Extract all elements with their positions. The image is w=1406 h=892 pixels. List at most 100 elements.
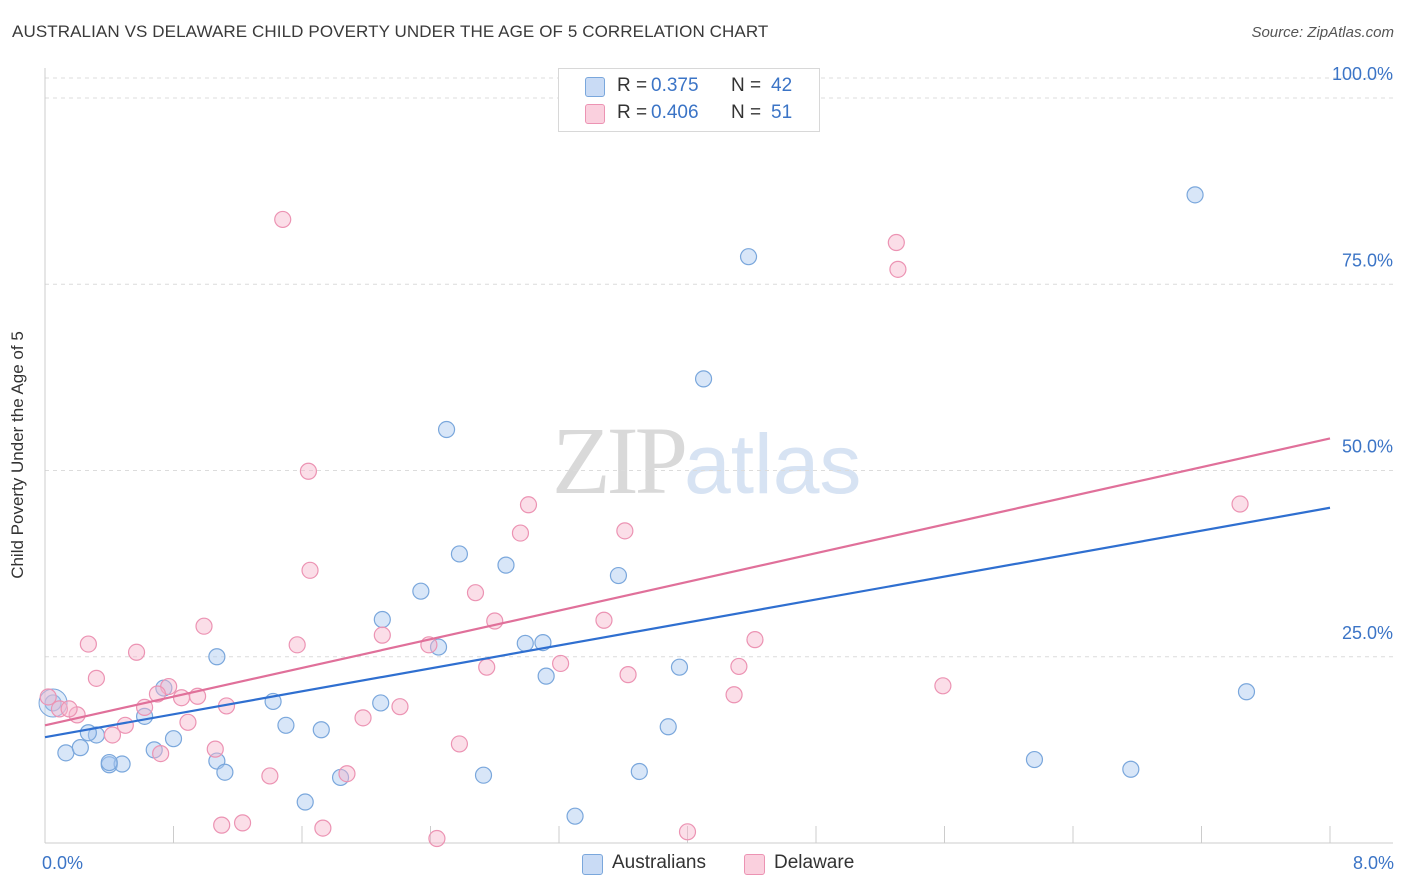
n-value: 42 xyxy=(771,75,793,96)
delaware-point xyxy=(887,233,905,252)
australians-point xyxy=(208,648,226,666)
australians-point xyxy=(164,730,183,748)
n-value: 51 xyxy=(771,102,793,123)
australians-point xyxy=(373,610,391,629)
legend-swatch-australians xyxy=(582,854,603,875)
delaware-point xyxy=(746,631,764,649)
watermark-zip: ZIP xyxy=(552,407,688,514)
delaware-point xyxy=(552,654,570,673)
trend-lines xyxy=(44,437,1331,739)
r-value: 0.406 xyxy=(651,102,699,123)
australians-point xyxy=(312,721,330,739)
delaware-point xyxy=(116,716,134,734)
delaware-trend-line xyxy=(44,437,1331,727)
australians-point xyxy=(277,716,295,734)
delaware-point xyxy=(87,669,106,687)
delaware-point xyxy=(172,689,191,707)
australians-point xyxy=(659,718,677,736)
y-tick-label: 50.0% xyxy=(1342,437,1393,457)
n-label: N = xyxy=(731,102,762,123)
delaware-point xyxy=(261,767,279,785)
delaware-point xyxy=(274,210,292,229)
n-label: N = xyxy=(731,75,762,96)
legend-swatch-australians xyxy=(585,77,605,97)
delaware-point xyxy=(195,617,213,635)
australians-point xyxy=(296,793,314,811)
australians-point xyxy=(739,248,758,266)
delaware-point xyxy=(103,726,122,744)
delaware-point xyxy=(354,709,372,727)
australians-point xyxy=(412,582,430,600)
source-label: Source: ZipAtlas.com xyxy=(1251,24,1394,41)
delaware-point xyxy=(79,635,97,653)
y-tick-label: 100.0% xyxy=(1332,64,1393,84)
delaware-point xyxy=(299,462,318,480)
australians-point xyxy=(670,658,689,676)
delaware-point xyxy=(619,666,637,684)
australians-point xyxy=(1122,760,1140,778)
delaware-point xyxy=(288,636,306,654)
legend-stats: R = 0.375 N = 42 R = 0.406 N = 51 xyxy=(558,68,820,132)
australians-point xyxy=(372,694,390,712)
australians-point xyxy=(516,634,534,652)
r-label: R = xyxy=(617,102,648,123)
delaware-point xyxy=(519,496,538,514)
legend-swatch-delaware xyxy=(744,854,765,875)
australians-point xyxy=(113,755,131,773)
delaware-points xyxy=(39,210,1249,848)
australians-point xyxy=(1237,683,1256,701)
delaware-point xyxy=(595,611,613,629)
delaware-point xyxy=(152,744,170,763)
australians-trend-line xyxy=(44,506,1331,739)
legend-series: Australians Delaware xyxy=(0,852,1406,878)
delaware-point xyxy=(466,584,485,602)
australians-point xyxy=(630,762,648,781)
delaware-point xyxy=(338,765,356,783)
watermark: ZIPatlas xyxy=(552,405,861,516)
australians-point xyxy=(79,724,97,742)
australians-point xyxy=(1186,186,1204,204)
australians-point xyxy=(566,807,584,825)
y-tick-label: 75.0% xyxy=(1342,250,1393,270)
delaware-point xyxy=(616,522,634,540)
delaware-point xyxy=(511,524,530,542)
delaware-point xyxy=(233,814,252,832)
chart-title: AUSTRALIAN VS DELAWARE CHILD POVERTY UND… xyxy=(12,22,769,41)
australians-point xyxy=(497,556,515,574)
delaware-point xyxy=(213,816,231,834)
delaware-point xyxy=(478,658,496,676)
axes xyxy=(44,68,1393,844)
delaware-point xyxy=(206,740,224,758)
x-tick-label: 8.0% xyxy=(1353,853,1394,873)
r-label: R = xyxy=(617,75,648,96)
australians-point xyxy=(71,739,89,757)
grid-lines xyxy=(45,77,1393,658)
australians-point xyxy=(694,370,713,388)
delaware-point xyxy=(934,677,952,695)
delaware-point xyxy=(391,698,409,716)
delaware-point xyxy=(127,643,146,661)
tick-labels: 25.0% 50.0% 75.0% 100.0% 0.0% 8.0% xyxy=(42,64,1394,873)
australians-points xyxy=(38,186,1256,825)
australians-point xyxy=(609,566,628,585)
x-tick-label: 0.0% xyxy=(42,853,83,873)
delaware-point xyxy=(428,829,446,848)
delaware-point xyxy=(889,260,907,278)
legend-label-australians: Australians xyxy=(612,852,706,873)
delaware-point xyxy=(60,700,78,718)
delaware-point xyxy=(730,657,748,676)
delaware-point xyxy=(450,735,469,753)
australians-point xyxy=(100,753,118,772)
australians-point xyxy=(437,420,456,439)
australians-point xyxy=(450,545,469,563)
legend-swatch-delaware xyxy=(585,104,605,124)
delaware-point xyxy=(314,819,332,837)
delaware-point xyxy=(301,561,319,579)
delaware-point xyxy=(148,685,167,703)
australians-point xyxy=(57,744,75,762)
delaware-point xyxy=(678,823,697,841)
australians-point xyxy=(537,667,555,685)
legend-label-delaware: Delaware xyxy=(774,852,855,873)
delaware-point xyxy=(373,626,391,644)
